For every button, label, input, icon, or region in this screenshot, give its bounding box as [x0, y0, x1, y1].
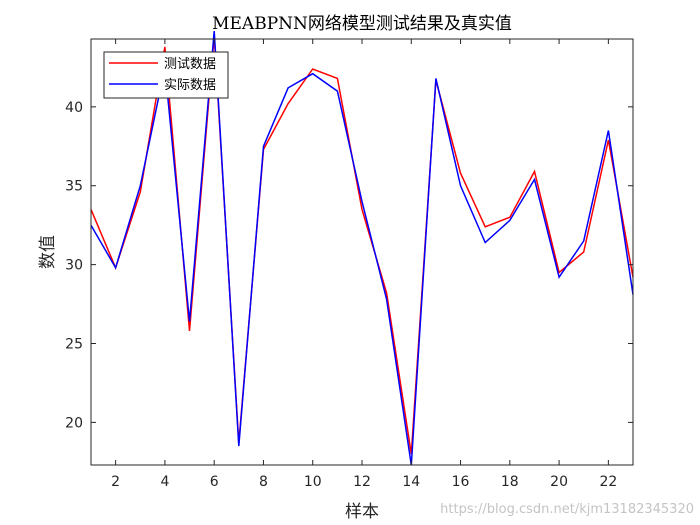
y-tick-label: 20 [65, 415, 83, 431]
legend-label-actual: 实际数据 [164, 78, 216, 93]
x-tick-label: 12 [353, 474, 371, 490]
x-tick-label: 22 [599, 474, 617, 490]
x-tick-label: 8 [259, 474, 268, 490]
x-tick-label: 6 [210, 474, 219, 490]
legend: 测试数据 实际数据 [103, 51, 229, 99]
series-lines [90, 31, 634, 466]
y-tick-label: 35 [65, 179, 83, 195]
x-tick-label: 18 [501, 474, 519, 490]
legend-box [103, 51, 229, 99]
x-tick-label: 2 [111, 474, 120, 490]
x-tick-label: 10 [304, 474, 322, 490]
x-tick-label: 16 [452, 474, 470, 490]
x-tick-label: 14 [402, 474, 420, 490]
y-axis-label: 数值 [38, 235, 58, 269]
y-tick-label: 40 [65, 100, 83, 116]
x-tick-label: 20 [550, 474, 568, 490]
series-line-1 [90, 31, 634, 466]
axis-ticks: 2 4 6 8 10 12 14 16 18 20 22 20 25 30 35 40 [65, 39, 633, 490]
legend-label-test: 测试数据 [164, 57, 216, 72]
y-tick-label: 25 [65, 337, 83, 353]
x-axis-label: 样本 [345, 502, 379, 522]
watermark-text: https://blog.csdn.net/kjm13182345320 [440, 502, 694, 517]
plot-background [91, 39, 633, 465]
x-tick-label: 4 [160, 474, 169, 490]
y-tick-label: 30 [65, 258, 83, 274]
chart-title: MEABPNN网络模型测试结果及真实值 [212, 14, 512, 34]
